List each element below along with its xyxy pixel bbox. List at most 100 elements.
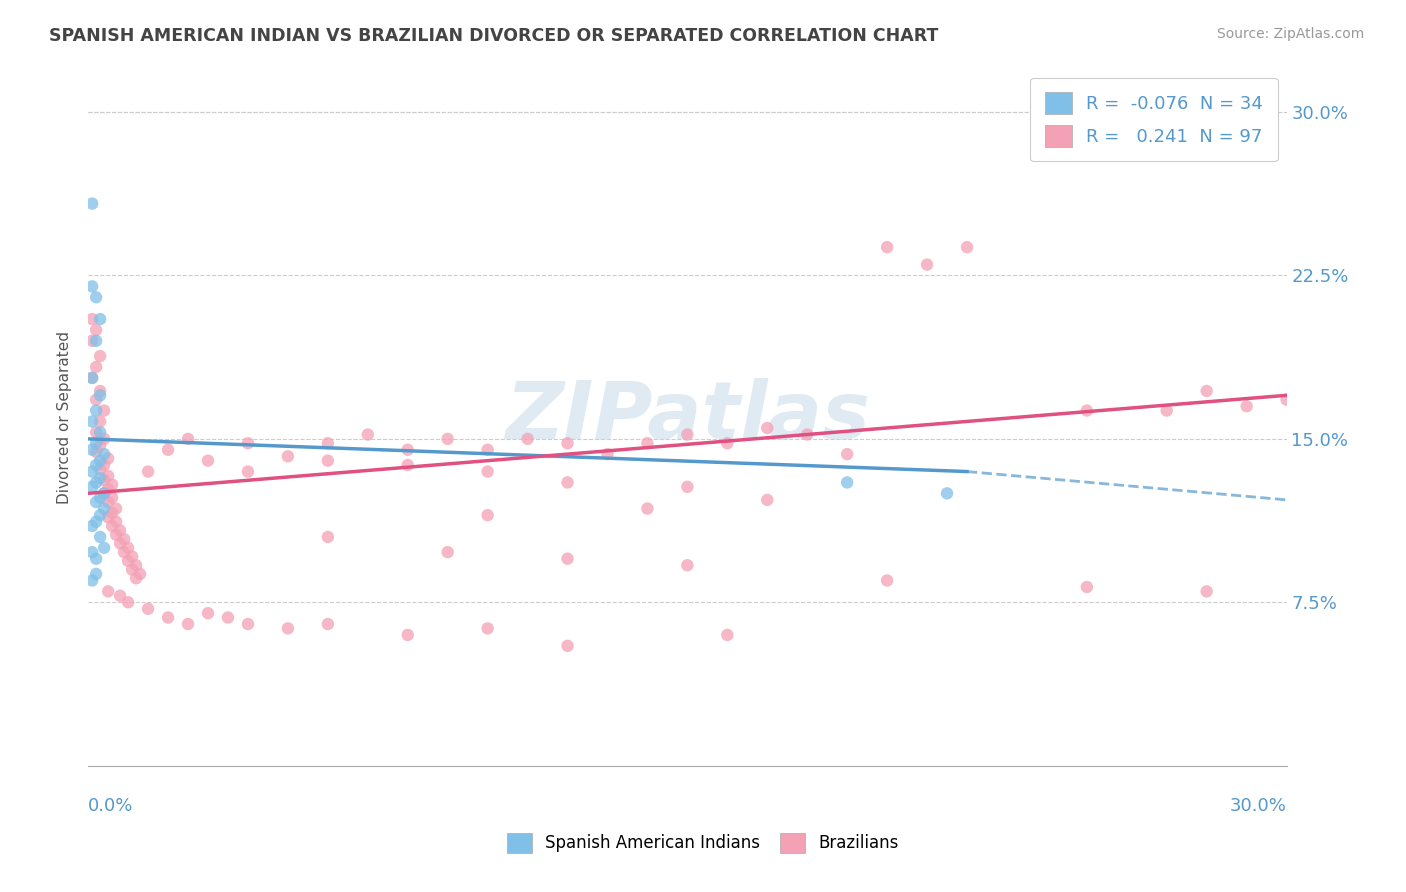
Point bbox=[89, 414, 111, 428]
Point bbox=[436, 432, 458, 446]
Point bbox=[125, 558, 148, 573]
Point bbox=[82, 519, 104, 533]
Point bbox=[82, 480, 104, 494]
Point bbox=[477, 621, 499, 635]
Text: SPANISH AMERICAN INDIAN VS BRAZILIAN DIVORCED OR SEPARATED CORRELATION CHART: SPANISH AMERICAN INDIAN VS BRAZILIAN DIV… bbox=[49, 27, 939, 45]
Point bbox=[101, 477, 124, 491]
Point bbox=[97, 495, 120, 509]
Point bbox=[716, 628, 738, 642]
Point bbox=[1076, 403, 1098, 417]
Point bbox=[97, 482, 120, 496]
Point bbox=[516, 432, 538, 446]
Point bbox=[316, 617, 339, 632]
Point bbox=[915, 258, 938, 272]
Point bbox=[197, 453, 219, 467]
Y-axis label: Divorced or Separated: Divorced or Separated bbox=[58, 331, 72, 504]
Point bbox=[117, 595, 139, 609]
Point bbox=[89, 491, 111, 505]
Point bbox=[89, 508, 111, 522]
Point bbox=[93, 403, 115, 417]
Point bbox=[837, 447, 859, 461]
Point bbox=[177, 432, 200, 446]
Point bbox=[84, 515, 107, 529]
Point bbox=[112, 532, 135, 546]
Point bbox=[197, 606, 219, 620]
Point bbox=[557, 475, 579, 490]
Point bbox=[89, 384, 111, 398]
Point bbox=[108, 536, 131, 550]
Point bbox=[84, 334, 107, 348]
Point bbox=[676, 427, 699, 442]
Legend: Spanish American Indians, Brazilians: Spanish American Indians, Brazilians bbox=[499, 824, 907, 862]
Point bbox=[84, 566, 107, 581]
Point bbox=[84, 290, 107, 304]
Point bbox=[1195, 384, 1218, 398]
Point bbox=[84, 475, 107, 490]
Point bbox=[84, 392, 107, 407]
Point bbox=[1156, 403, 1178, 417]
Point bbox=[316, 530, 339, 544]
Point bbox=[117, 554, 139, 568]
Point bbox=[277, 450, 299, 464]
Point bbox=[121, 563, 143, 577]
Point bbox=[217, 610, 239, 624]
Point bbox=[596, 447, 619, 461]
Point bbox=[676, 558, 699, 573]
Point bbox=[93, 541, 115, 555]
Point bbox=[101, 491, 124, 505]
Point bbox=[936, 486, 959, 500]
Point bbox=[89, 425, 111, 440]
Point bbox=[316, 436, 339, 450]
Point bbox=[136, 465, 159, 479]
Point bbox=[112, 545, 135, 559]
Point bbox=[93, 486, 115, 500]
Point bbox=[1076, 580, 1098, 594]
Point bbox=[477, 442, 499, 457]
Point bbox=[82, 545, 104, 559]
Point bbox=[125, 571, 148, 585]
Point bbox=[84, 403, 107, 417]
Point bbox=[82, 414, 104, 428]
Point bbox=[236, 617, 259, 632]
Point bbox=[93, 486, 115, 500]
Point bbox=[676, 480, 699, 494]
Point bbox=[82, 574, 104, 588]
Point bbox=[82, 465, 104, 479]
Point bbox=[105, 501, 128, 516]
Point bbox=[89, 530, 111, 544]
Point bbox=[396, 628, 419, 642]
Point bbox=[956, 240, 979, 254]
Point bbox=[101, 506, 124, 520]
Point bbox=[157, 610, 180, 624]
Point bbox=[557, 551, 579, 566]
Point bbox=[1236, 399, 1258, 413]
Point bbox=[436, 545, 458, 559]
Point bbox=[82, 334, 104, 348]
Point bbox=[117, 541, 139, 555]
Point bbox=[636, 436, 658, 450]
Point bbox=[1275, 392, 1298, 407]
Point bbox=[84, 436, 107, 450]
Legend: R =  -0.076  N = 34, R =   0.241  N = 97: R = -0.076 N = 34, R = 0.241 N = 97 bbox=[1031, 78, 1278, 161]
Text: 0.0%: 0.0% bbox=[89, 797, 134, 815]
Point bbox=[136, 602, 159, 616]
Point bbox=[716, 436, 738, 450]
Point bbox=[93, 447, 115, 461]
Point bbox=[82, 279, 104, 293]
Point bbox=[82, 196, 104, 211]
Point bbox=[236, 436, 259, 450]
Point bbox=[1195, 584, 1218, 599]
Point bbox=[97, 584, 120, 599]
Point bbox=[84, 425, 107, 440]
Point bbox=[89, 453, 111, 467]
Point bbox=[396, 442, 419, 457]
Point bbox=[316, 453, 339, 467]
Point bbox=[84, 445, 107, 459]
Point bbox=[477, 508, 499, 522]
Point bbox=[636, 501, 658, 516]
Point bbox=[557, 639, 579, 653]
Point bbox=[101, 519, 124, 533]
Point bbox=[89, 388, 111, 402]
Point bbox=[756, 492, 779, 507]
Point bbox=[82, 312, 104, 326]
